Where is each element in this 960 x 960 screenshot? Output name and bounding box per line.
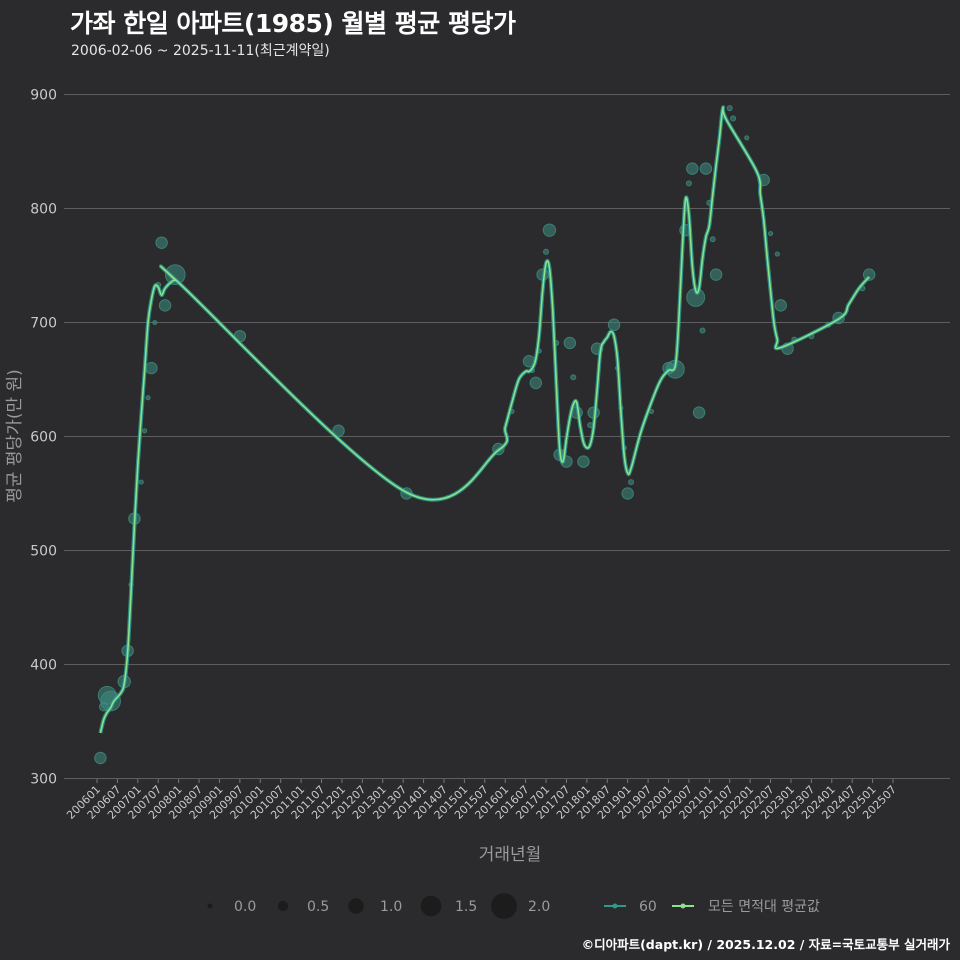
size-legend-label: 1.0 [380,899,402,915]
y-tick-label: 800 [30,202,57,218]
y-tick-label: 900 [30,88,57,104]
size-legend-circle [207,903,213,909]
data-point [726,105,733,112]
legend-marker-all [680,903,686,909]
data-point [685,180,692,187]
size-legend-circle [348,898,364,914]
size-legend-circle [277,900,289,912]
date-range-subtitle: 2006-02-06 ~ 2025-11-11(최근계약일) [71,43,330,59]
data-point [767,231,774,237]
data-point [145,395,151,401]
size-legend-label: 0.0 [234,899,256,915]
data-point [686,162,699,175]
data-point [577,455,590,468]
size-legend-circle [420,895,442,917]
data-point [529,376,543,390]
footer-credit: ©디아파트(dapt.kr) / 2025.12.02 / 자료=국토교통부 실… [581,937,950,952]
data-point [542,223,557,237]
data-point [155,236,168,249]
data-point [699,327,706,334]
series-lines [98,105,871,734]
legend-label-all: 모든 면적대 평균값 [708,899,820,915]
legend-marker-60 [612,903,618,909]
data-point [543,248,550,255]
legend-label-60: 60 [639,899,657,915]
series-60-line [98,105,871,734]
size-legend-circle [491,893,517,919]
size-legend-label: 1.5 [455,899,477,915]
y-axis-ticks: 300 400 500 600 700 800 900 [30,88,57,788]
data-point [158,299,172,312]
series-all-average-line [99,106,870,734]
data-point [692,406,706,419]
y-tick-label: 300 [30,772,57,788]
y-tick-label: 700 [30,316,57,332]
scatter-points [94,105,876,765]
data-point [628,479,635,486]
data-point [570,374,577,381]
data-point [709,268,723,281]
y-tick-label: 500 [30,544,57,560]
data-point [730,115,737,122]
data-point [145,361,158,375]
data-point [138,479,144,485]
size-legend-label: 2.0 [528,899,550,915]
data-point [563,336,577,350]
data-point [94,751,107,765]
y-axis-label: 평균 평당가(만 원) [5,369,25,503]
y-tick-label: 400 [30,658,57,674]
size-legend-label: 0.5 [307,899,329,915]
data-point [164,264,186,285]
x-axis-ticks: 2006012006072007012007072008012008072009… [64,779,899,822]
x-axis-label: 거래년월 [479,845,542,865]
data-point [774,299,787,312]
legend: 0.0 0.5 1.0 1.5 2.0 60 모든 면적대 평균값 [207,893,820,919]
data-point [607,318,621,332]
data-point [142,428,148,434]
page-title: 가좌 한일 아파트(1985) 월별 평균 평당가 [70,9,516,38]
data-point [152,319,158,326]
data-point [699,162,713,175]
y-tick-label: 600 [30,430,57,446]
data-point [621,487,634,500]
grid-lines [64,94,950,779]
data-point [744,135,750,141]
data-point [709,236,716,243]
data-point [774,251,780,257]
